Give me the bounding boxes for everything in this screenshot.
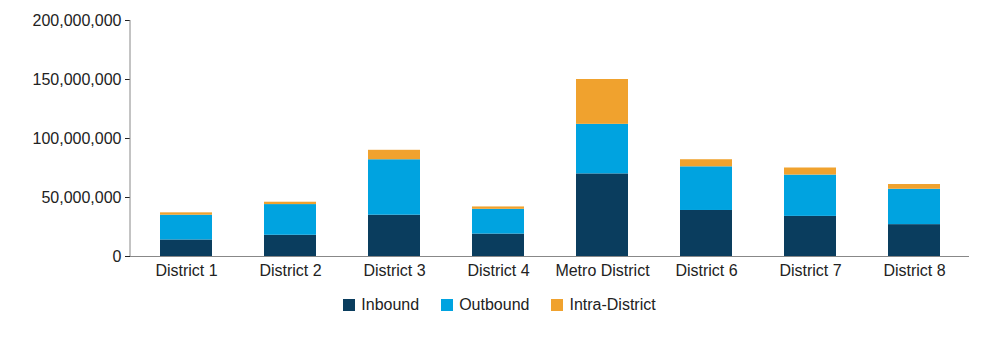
svg-text:150,000,000: 150,000,000 (33, 71, 122, 88)
svg-text:100,000,000: 100,000,000 (33, 130, 122, 147)
svg-text:District 2: District 2 (259, 262, 321, 279)
svg-text:District 6: District 6 (675, 262, 737, 279)
svg-text:District 8: District 8 (883, 262, 945, 279)
html-text:Inbound: Inbound (361, 296, 420, 313)
svg-text:200,000,000: 200,000,000 (33, 12, 122, 29)
svg-text:0: 0 (113, 248, 122, 265)
svg-text:District 3: District 3 (363, 262, 425, 279)
svg-text:District 7: District 7 (779, 262, 841, 279)
svg-text:50,000,000: 50,000,000 (41, 189, 121, 206)
html-text:Outbound: Outbound (459, 296, 530, 313)
svg-text:District 4: District 4 (467, 262, 529, 279)
svg-text:District 1: District 1 (155, 262, 217, 279)
svg-text:Metro District: Metro District (555, 262, 650, 279)
html-text:Intra-District: Intra-District (569, 296, 656, 313)
